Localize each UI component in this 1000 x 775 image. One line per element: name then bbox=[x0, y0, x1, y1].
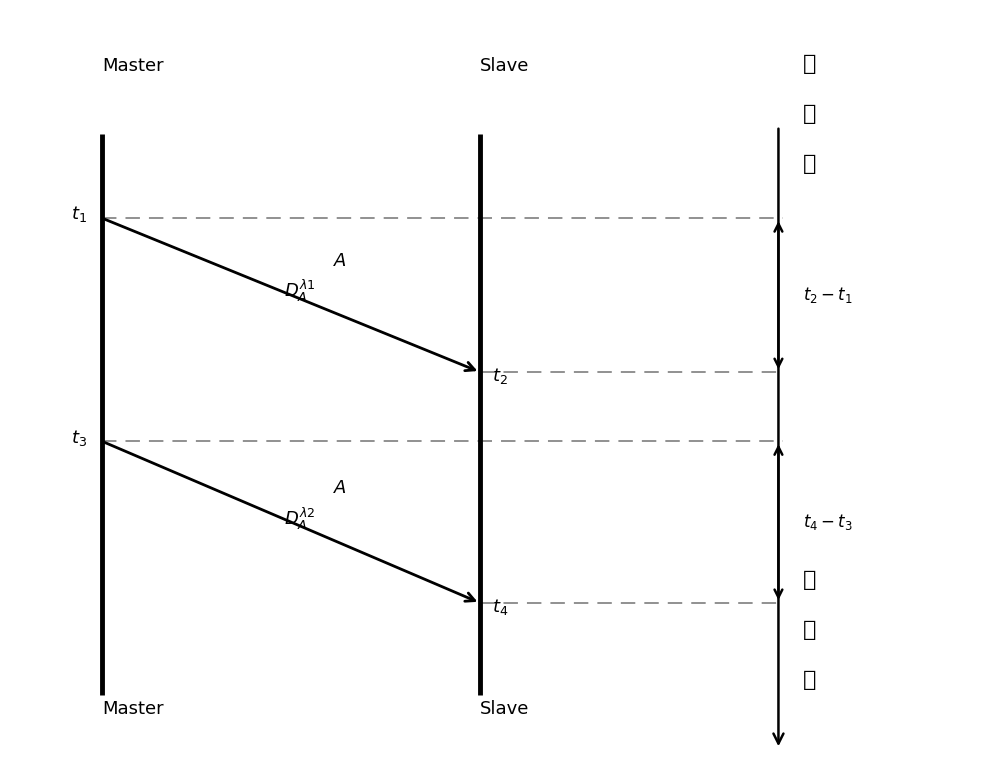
Text: $D_A^{\lambda 2}$: $D_A^{\lambda 2}$ bbox=[284, 505, 316, 532]
Text: 时: 时 bbox=[803, 570, 817, 590]
Text: Master: Master bbox=[102, 701, 164, 718]
Text: 间: 间 bbox=[803, 620, 817, 640]
Text: $t_2-t_1$: $t_2-t_1$ bbox=[803, 285, 853, 305]
Text: A: A bbox=[334, 252, 346, 270]
Text: $t_3$: $t_3$ bbox=[71, 428, 87, 447]
Text: Master: Master bbox=[102, 57, 164, 74]
Text: Slave: Slave bbox=[480, 57, 529, 74]
Text: $t_4 - t_3$: $t_4 - t_3$ bbox=[803, 512, 853, 532]
Text: 时: 时 bbox=[803, 54, 817, 74]
Text: $D_A^{\lambda 1}$: $D_A^{\lambda 1}$ bbox=[284, 278, 316, 305]
Text: A: A bbox=[334, 479, 346, 497]
Text: Slave: Slave bbox=[480, 701, 529, 718]
Text: 轴: 轴 bbox=[803, 670, 817, 690]
Text: 间: 间 bbox=[803, 105, 817, 124]
Text: $t_2$: $t_2$ bbox=[492, 366, 508, 386]
Text: $t_1$: $t_1$ bbox=[71, 205, 87, 225]
Text: 轴: 轴 bbox=[803, 154, 817, 174]
Text: $t_4$: $t_4$ bbox=[492, 597, 508, 617]
